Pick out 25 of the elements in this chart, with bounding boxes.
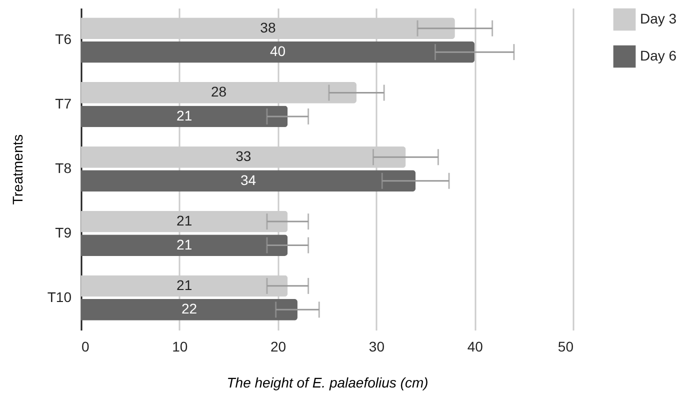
x-tick-label: 30 [368,338,385,354]
data-label: 21 [176,107,192,124]
data-label: 21 [176,276,192,293]
y-tick-label: T6 [55,31,72,48]
data-label: 38 [260,19,276,36]
x-tick-label: 10 [172,338,188,354]
y-tick-label: T7 [55,96,72,112]
data-label: 40 [270,43,286,60]
y-axis-title: Treatments [9,134,26,205]
legend-label: Day 3 [640,10,677,26]
data-label: 21 [176,236,192,252]
x-tick-label: 40 [467,338,484,354]
x-axis-title: The height of E. palaefolius (cm) [226,374,428,390]
data-label: 34 [240,172,256,188]
data-label: 21 [176,212,192,229]
data-label: 22 [181,300,198,317]
x-tick-label: 0 [82,338,90,354]
y-tick-label: T8 [55,160,72,176]
y-tick-label: T10 [47,288,72,305]
data-label: 33 [236,148,252,164]
x-tick-label: 20 [270,338,286,354]
legend-label: Day 6 [640,48,677,64]
x-tick-label: 50 [558,338,574,354]
data-label: 28 [210,84,227,100]
y-tick-label: T9 [55,224,72,240]
